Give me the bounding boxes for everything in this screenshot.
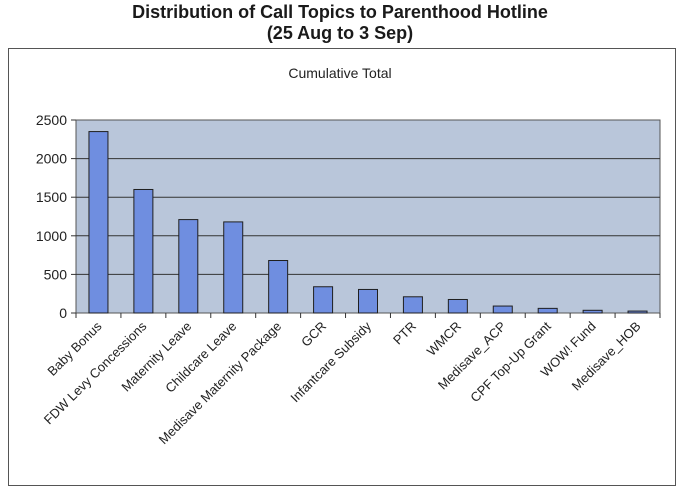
x-tick-label: WMCR — [424, 319, 464, 359]
bar — [133, 188, 154, 314]
bar — [313, 286, 334, 314]
y-tick-label: 1000 — [36, 228, 67, 244]
bar — [358, 288, 378, 314]
y-tick-label: 2500 — [36, 112, 67, 128]
plot-area — [75, 119, 661, 314]
bar — [88, 131, 109, 314]
bar — [223, 221, 244, 314]
bar — [268, 260, 289, 314]
title-line: Distribution of Call Topics to Parenthoo… — [132, 2, 548, 22]
chart-title: Distribution of Call Topics to Parenthoo… — [0, 2, 680, 44]
x-tick-label: Infantcare Subsidy — [287, 318, 374, 405]
bar — [582, 309, 603, 314]
x-tick-label: PTR — [390, 319, 419, 348]
x-tick-label: CPF Top-Up Grant — [467, 318, 554, 405]
x-tick-label: GCR — [298, 319, 329, 350]
bar — [537, 307, 558, 314]
series-label: Cumulative Total — [288, 65, 391, 81]
bar — [447, 298, 468, 314]
y-tick-label: 2000 — [36, 151, 67, 167]
bar — [178, 219, 199, 314]
y-tick-label: 0 — [59, 305, 67, 321]
bar — [492, 305, 513, 314]
bar — [627, 310, 648, 314]
bar — [402, 296, 423, 314]
subtitle-line: (25 Aug to 3 Sep) — [266, 23, 414, 43]
y-tick-label: 500 — [44, 266, 68, 282]
y-tick-label: 1500 — [36, 189, 67, 205]
